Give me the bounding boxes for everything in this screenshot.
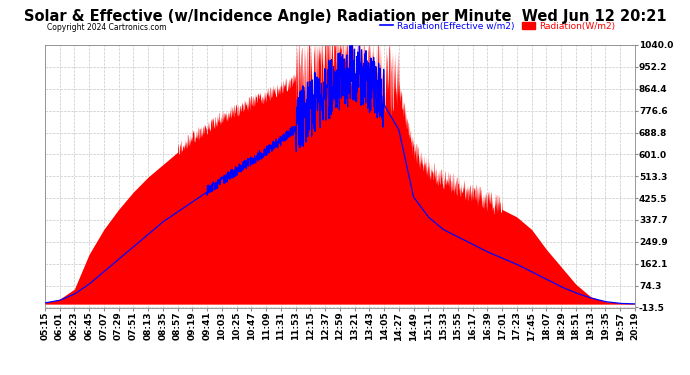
Text: Copyright 2024 Cartronics.com: Copyright 2024 Cartronics.com: [47, 22, 166, 32]
Text: Solar & Effective (w/Incidence Angle) Radiation per Minute  Wed Jun 12 20:21: Solar & Effective (w/Incidence Angle) Ra…: [23, 9, 667, 24]
Legend: Radiation(Effective w/m2), Radiation(W/m2): Radiation(Effective w/m2), Radiation(W/m…: [376, 18, 618, 34]
